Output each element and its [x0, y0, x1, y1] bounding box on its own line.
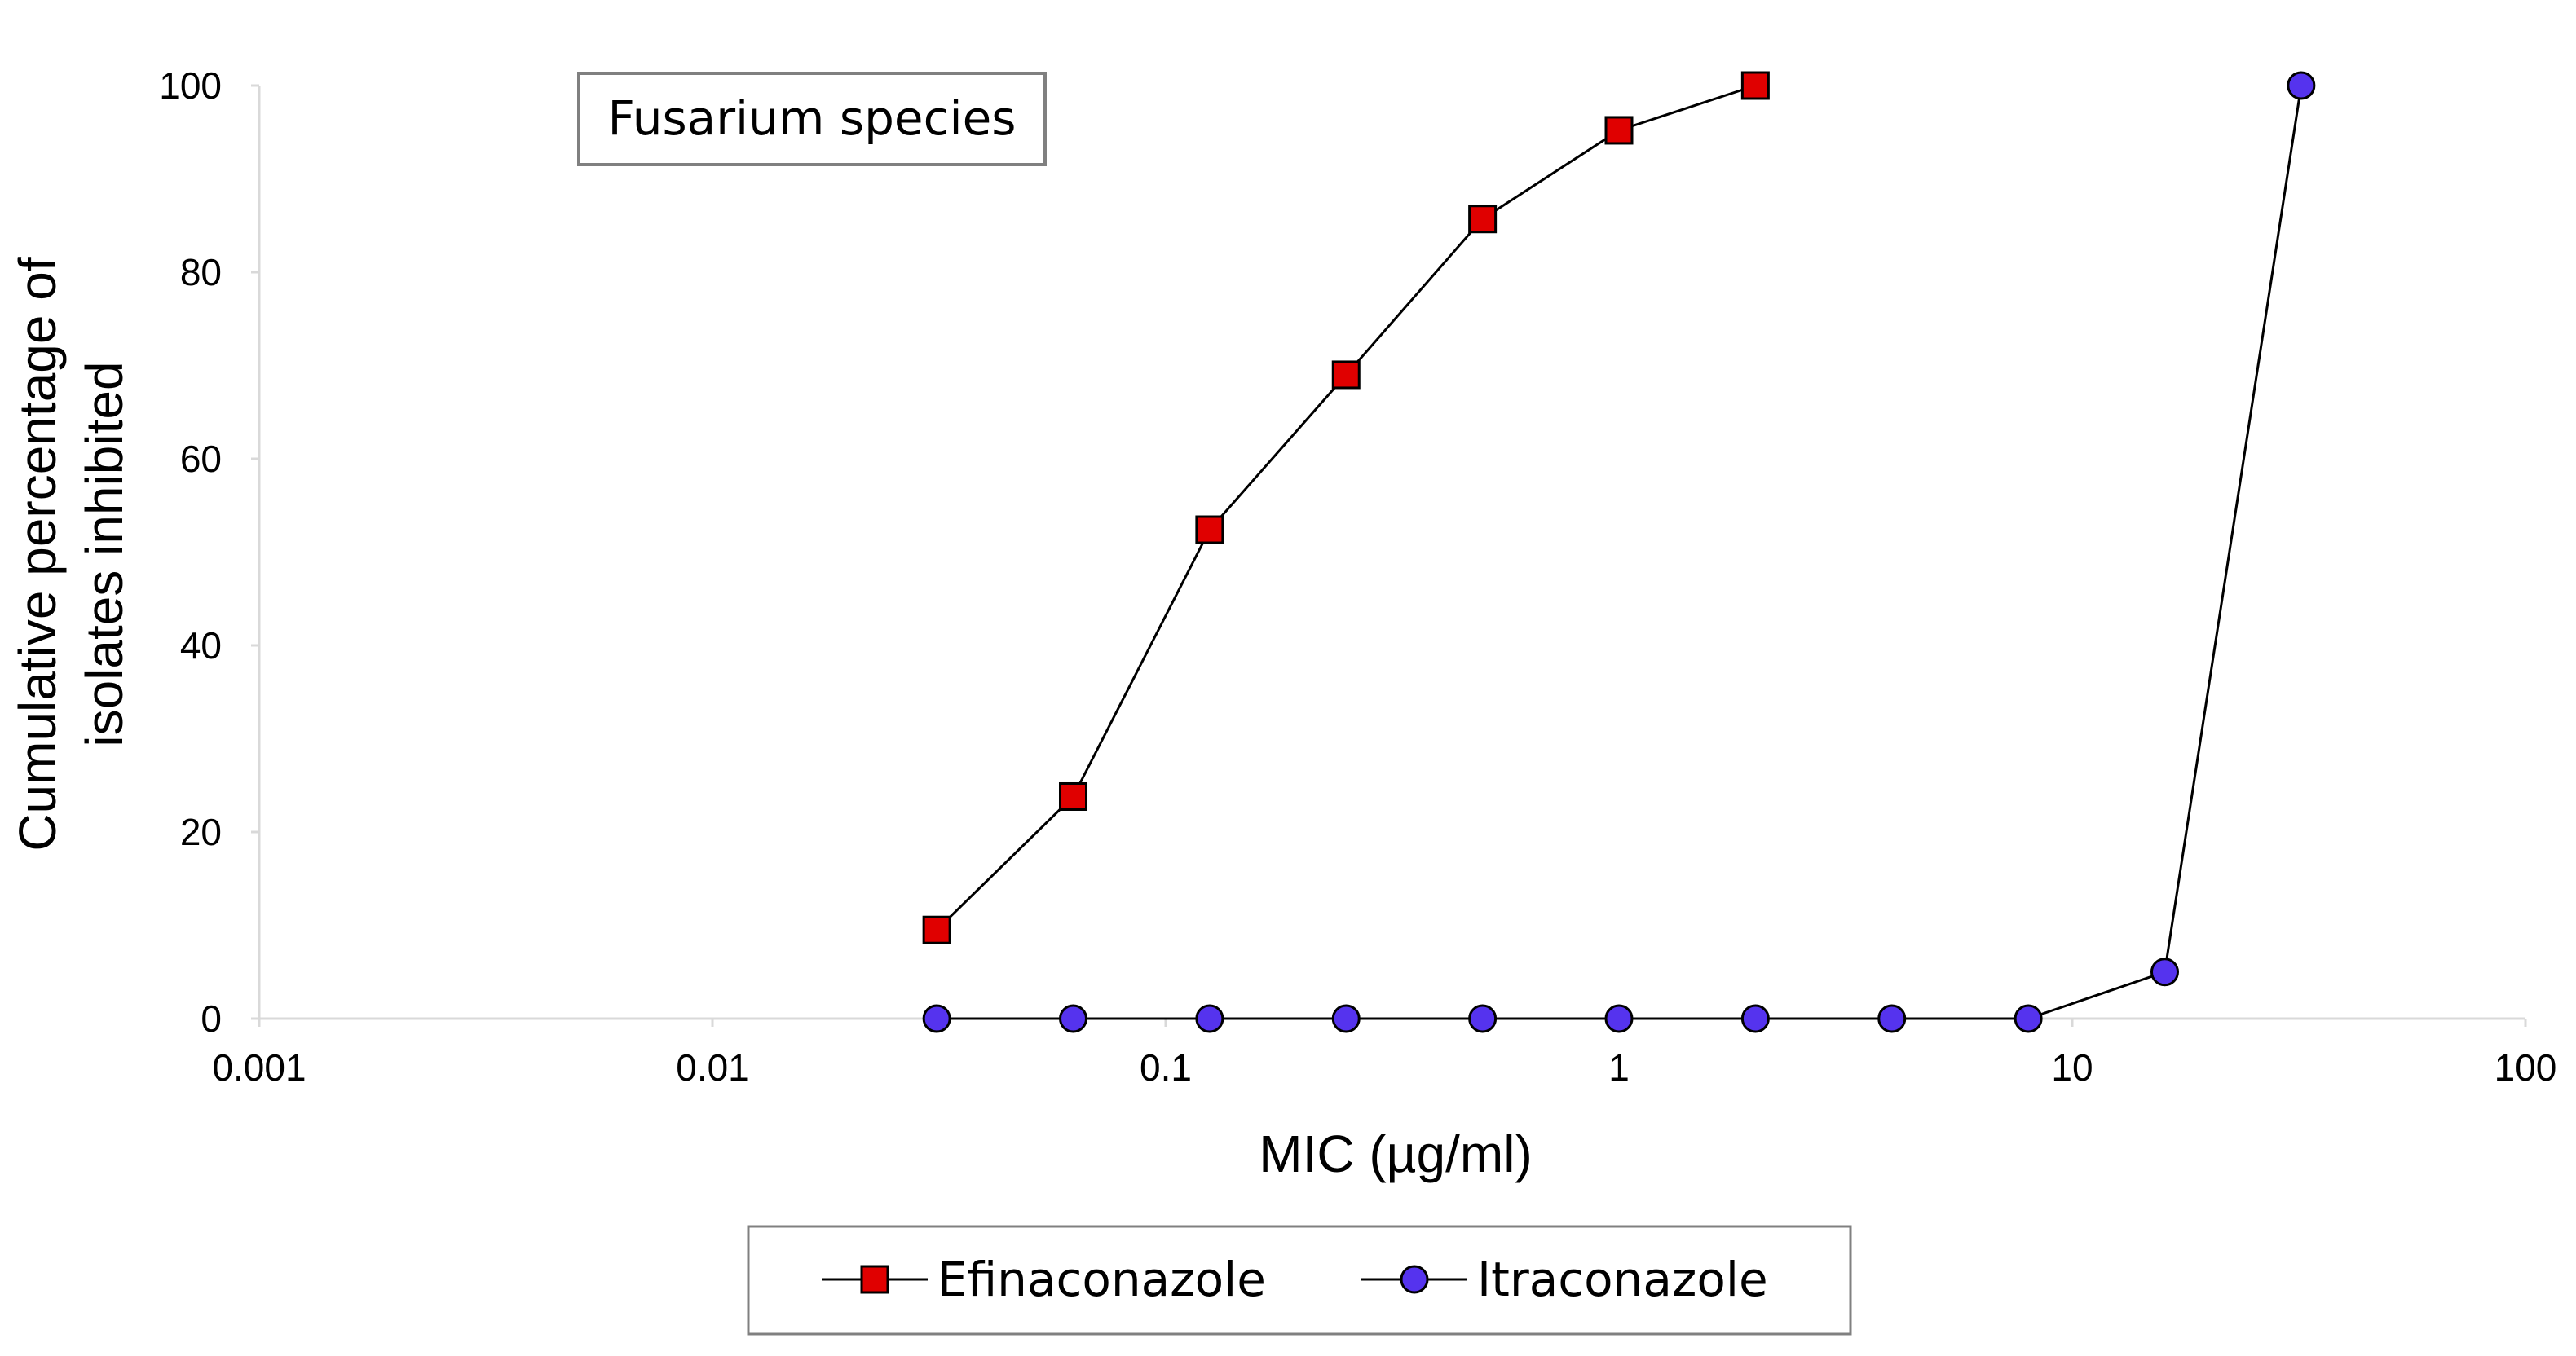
x-tick-label: 0.1: [1140, 1046, 1192, 1089]
y-tick-label: 0: [201, 997, 222, 1040]
data-point-itraconazole: [1740, 1004, 1770, 1033]
data-point-efinaconazole: [1740, 71, 1770, 100]
x-tick-label: 0.001: [212, 1046, 306, 1089]
legend-item-efinaconazole: Efinaconazole: [822, 1252, 1266, 1307]
chart-title: Fusarium species: [608, 90, 1017, 146]
data-point-itraconazole: [1877, 1004, 1907, 1033]
data-point-itraconazole: [922, 1004, 951, 1033]
y-tick-label: 20: [180, 811, 222, 853]
data-point-efinaconazole: [1604, 116, 1634, 145]
legend-label-itraconazole: Itraconazole: [1477, 1252, 1768, 1307]
series-layer: [922, 71, 2316, 1033]
y-tick-label: 40: [180, 624, 222, 667]
data-point-itraconazole: [1468, 1004, 1498, 1033]
data-point-itraconazole: [1331, 1004, 1361, 1033]
legend-marker-efinaconazole: [860, 1265, 889, 1294]
legend-marker-itraconazole: [1400, 1265, 1429, 1294]
legend-border: [747, 1225, 1852, 1336]
data-point-efinaconazole: [1195, 515, 1224, 544]
data-point-itraconazole: [1059, 1004, 1088, 1033]
y-tick-label: 60: [180, 438, 222, 480]
y-tick-label: 100: [159, 64, 222, 107]
series-line-itraconazole: [937, 85, 2303, 1020]
chart-title-border: [577, 72, 1047, 166]
x-tick-label: 1: [1608, 1046, 1630, 1089]
ticks-layer: 0.001 0.01 0.1 1 10 100 0 20 40 60 80 100: [159, 64, 2556, 1089]
data-point-itraconazole: [1604, 1004, 1634, 1033]
y-axis-title-line-2: isolates inhibited: [75, 361, 134, 746]
y-axis-title-line-1: Cumulative percentage of: [8, 257, 67, 852]
legend: Efinaconazole Itraconazole: [747, 1225, 1852, 1336]
legend-item-itraconazole: Itraconazole: [1361, 1252, 1768, 1307]
data-point-efinaconazole: [1059, 781, 1088, 811]
data-point-itraconazole: [2287, 71, 2316, 100]
y-tick-label: 80: [180, 251, 222, 293]
data-point-efinaconazole: [1331, 360, 1361, 390]
data-point-efinaconazole: [1468, 205, 1498, 234]
x-tick-label: 0.01: [676, 1046, 749, 1089]
data-point-itraconazole: [2014, 1004, 2043, 1033]
data-point-efinaconazole: [922, 915, 951, 944]
data-point-itraconazole: [1195, 1004, 1224, 1033]
chart-title-box: Fusarium species: [577, 72, 1047, 166]
data-point-itraconazole: [2150, 958, 2179, 987]
x-tick-label: 100: [2494, 1046, 2557, 1089]
legend-label-efinaconazole: Efinaconazole: [937, 1252, 1266, 1307]
x-axis-title: MIC (µg/ml): [1259, 1125, 1533, 1183]
x-tick-label: 10: [2051, 1046, 2093, 1089]
axes-layer: [258, 86, 2525, 1020]
